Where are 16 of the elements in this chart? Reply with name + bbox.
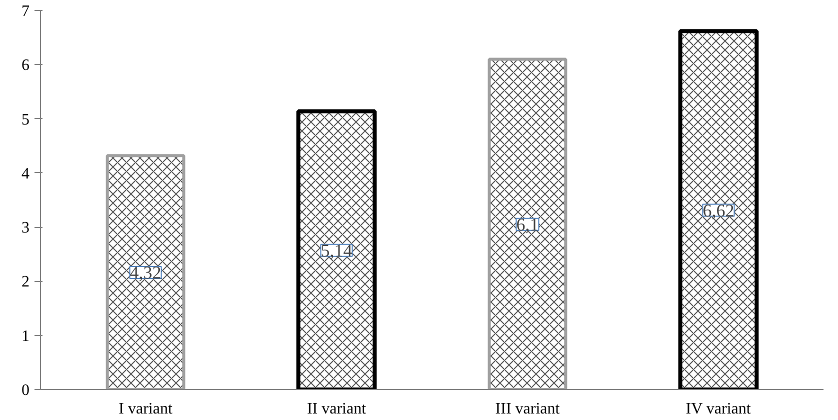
data-label: 5,14 (320, 240, 352, 260)
x-tick-label: IV variant (686, 400, 752, 418)
y-tick-label: 0 (22, 382, 30, 399)
data-label: 4,32 (130, 262, 162, 283)
y-tick-label: 4 (22, 165, 30, 182)
y-tick-label: 1 (22, 328, 30, 345)
y-tick-label: 7 (22, 3, 30, 20)
x-tick-label: III variant (495, 400, 560, 418)
data-label: 6,62 (702, 200, 734, 220)
y-tick-label: 6 (22, 57, 30, 74)
data-label: 6,1 (516, 214, 539, 234)
y-tick-label: 2 (22, 274, 30, 291)
x-tick-label: II variant (306, 400, 367, 418)
y-tick-label: 3 (22, 220, 30, 237)
x-tick-label: I variant (118, 400, 173, 418)
y-tick-label: 5 (22, 111, 30, 128)
